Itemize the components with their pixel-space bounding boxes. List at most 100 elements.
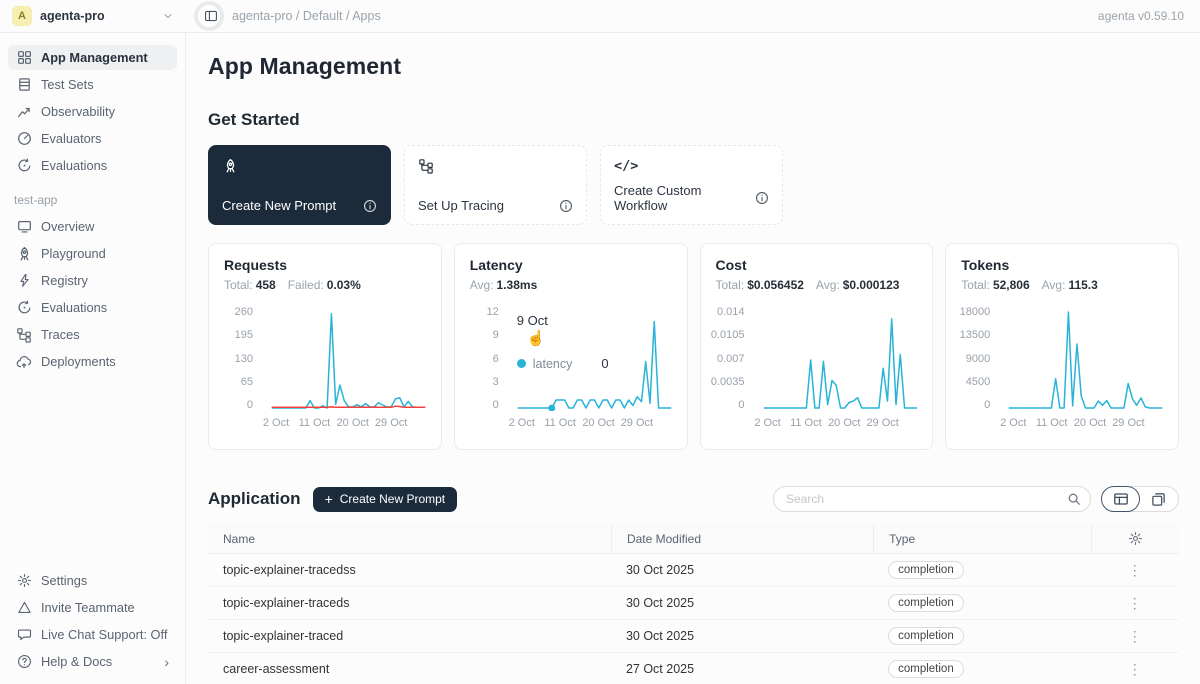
search-input[interactable] xyxy=(774,492,1058,506)
stat: Avg:$0.000123 xyxy=(816,278,900,292)
metric-stats: Total:458Failed:0.03% xyxy=(224,278,426,292)
metric-title: Requests xyxy=(224,257,426,273)
create-new-prompt-button[interactable]: + Create New Prompt xyxy=(313,487,458,512)
table-view-icon xyxy=(1113,491,1129,507)
metric-stats: Total:$0.056452Avg:$0.000123 xyxy=(716,278,918,292)
row-actions-button[interactable]: ⋮ xyxy=(1128,661,1142,678)
row-actions-button[interactable]: ⋮ xyxy=(1128,628,1142,645)
date-modified: 30 Oct 2025 xyxy=(611,629,873,643)
metric-card-cost: Cost Total:$0.056452Avg:$0.000123 0.014 0… xyxy=(700,243,934,450)
sidebar-item-invite-teammate[interactable]: Invite Teammate xyxy=(8,595,177,620)
chart-plot[interactable] xyxy=(753,307,918,411)
info-icon[interactable] xyxy=(559,199,573,213)
sidebar-item-evaluations[interactable]: Evaluations xyxy=(8,153,177,178)
rocket-icon xyxy=(16,246,32,262)
x-tick: 2 Oct xyxy=(754,417,780,429)
chart-plot[interactable] xyxy=(998,307,1163,411)
sidebar-item-live-chat-support-off[interactable]: Live Chat Support: Off xyxy=(8,622,177,647)
grid-icon xyxy=(16,50,32,66)
sidebar-item-app-management[interactable]: App Management xyxy=(8,45,177,70)
chat-icon xyxy=(16,627,32,643)
chart-plot[interactable] xyxy=(261,307,426,411)
monitor-icon xyxy=(16,219,32,235)
sidebar-item-overview[interactable]: Overview xyxy=(8,214,177,239)
column-date-modified[interactable]: Date Modified xyxy=(611,524,873,553)
search-button[interactable] xyxy=(1058,487,1090,511)
tracing-tree-icon xyxy=(418,157,573,175)
x-tick: 2 Oct xyxy=(1000,417,1026,429)
create-custom-workflow-card[interactable]: </> Create Custom Workflow xyxy=(600,145,783,225)
loop-icon xyxy=(16,158,32,174)
sidebar-spacer xyxy=(8,374,177,568)
table-view-button[interactable] xyxy=(1101,486,1140,512)
workspace-switcher[interactable]: A agenta-pro xyxy=(0,6,186,26)
card-label: Create Custom Workflow xyxy=(614,183,755,213)
table-icon xyxy=(16,77,32,93)
sidebar-item-observability[interactable]: Observability xyxy=(8,99,177,124)
sidebar-item-registry[interactable]: Registry xyxy=(8,268,177,293)
table-row[interactable]: topic-explainer-tracedss 30 Oct 2025 com… xyxy=(208,554,1179,587)
x-tick: 20 Oct xyxy=(1074,417,1106,429)
sidebar-item-label: Evaluations xyxy=(41,158,107,173)
tooltip-series-label: latency xyxy=(533,357,573,371)
apps-table: Name Date Modified Type topic-explainer-… xyxy=(208,524,1179,684)
x-axis: 2 Oct11 Oct20 Oct29 Oct xyxy=(261,417,426,429)
x-tick: 11 Oct xyxy=(544,417,576,429)
tooltip-date: 9 Oct xyxy=(517,313,609,328)
y-tick: 195 xyxy=(235,330,253,341)
table-row[interactable]: topic-explainer-traceds 30 Oct 2025 comp… xyxy=(208,587,1179,620)
main-content: App Management Get Started Create New Pr… xyxy=(186,33,1200,684)
x-tick: 29 Oct xyxy=(1112,417,1144,429)
table-body: topic-explainer-tracedss 30 Oct 2025 com… xyxy=(208,554,1179,684)
y-tick: 0 xyxy=(984,400,990,411)
help-icon xyxy=(16,654,32,670)
sidebar-item-playground[interactable]: Playground xyxy=(8,241,177,266)
sidebar-item-traces[interactable]: Traces xyxy=(8,322,177,347)
metric-title: Cost xyxy=(716,257,918,273)
info-icon[interactable] xyxy=(755,191,769,205)
column-name[interactable]: Name xyxy=(208,524,611,553)
x-tick: 11 Oct xyxy=(299,417,331,429)
cloud-icon xyxy=(16,354,32,370)
sidebar-item-deployments[interactable]: Deployments xyxy=(8,349,177,374)
x-tick: 2 Oct xyxy=(263,417,289,429)
search-icon xyxy=(1067,492,1081,506)
sidebar-item-settings[interactable]: Settings xyxy=(8,568,177,593)
table-row[interactable]: topic-explainer-traced 30 Oct 2025 compl… xyxy=(208,620,1179,653)
column-settings[interactable] xyxy=(1091,524,1179,553)
sidebar-item-label: Observability xyxy=(41,104,115,119)
row-actions-button[interactable]: ⋮ xyxy=(1128,595,1142,612)
column-type[interactable]: Type xyxy=(873,524,1091,553)
y-tick: 65 xyxy=(241,377,253,388)
metric-title: Tokens xyxy=(961,257,1163,273)
info-icon[interactable] xyxy=(363,199,377,213)
breadcrumb[interactable]: agenta-pro / Default / Apps xyxy=(232,9,381,23)
sidebar-item-help-docs[interactable]: Help & Docs› xyxy=(8,649,177,674)
card-view-button[interactable] xyxy=(1139,487,1178,511)
x-tick: 29 Oct xyxy=(866,417,898,429)
app-name: topic-explainer-tracedss xyxy=(208,563,611,577)
x-axis: 2 Oct11 Oct20 Oct29 Oct xyxy=(998,417,1163,429)
rocket-icon xyxy=(222,157,377,175)
y-tick: 0.0105 xyxy=(711,330,745,341)
sidebar-item-test-sets[interactable]: Test Sets xyxy=(8,72,177,97)
x-tick: 20 Oct xyxy=(337,417,369,429)
search-box xyxy=(773,486,1091,512)
series-dot xyxy=(517,359,526,368)
sidebar-item-label: Help & Docs xyxy=(41,654,112,669)
sidebar-item-evaluations[interactable]: Evaluations xyxy=(8,295,177,320)
y-tick: 0.0035 xyxy=(711,377,745,388)
table-row[interactable]: career-assessment 27 Oct 2025 completion… xyxy=(208,653,1179,684)
create-button-label: Create New Prompt xyxy=(340,492,445,506)
card-label: Create New Prompt xyxy=(222,198,336,213)
row-actions-button[interactable]: ⋮ xyxy=(1128,562,1142,579)
set-up-tracing-card[interactable]: Set Up Tracing xyxy=(404,145,587,225)
y-tick: 0.014 xyxy=(717,307,745,318)
create-new-prompt-card[interactable]: Create New Prompt xyxy=(208,145,391,225)
sidebar-item-evaluators[interactable]: Evaluators xyxy=(8,126,177,151)
sidebar-collapse-button[interactable] xyxy=(198,5,220,27)
code-icon: </> xyxy=(614,157,769,175)
y-tick: 12 xyxy=(487,307,499,318)
workspace-name: agenta-pro xyxy=(40,9,105,23)
y-tick: 0 xyxy=(738,400,744,411)
